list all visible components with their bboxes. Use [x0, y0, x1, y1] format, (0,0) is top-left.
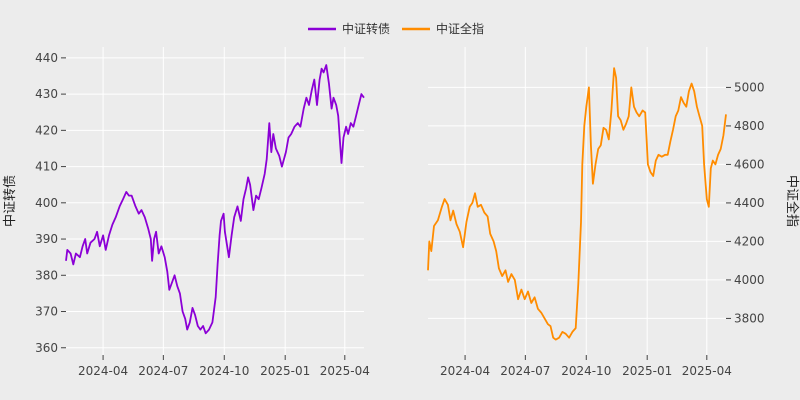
y-tick-label: 4800 [734, 119, 765, 133]
y-tick-label: 420 [35, 123, 58, 137]
series-line [427, 67, 727, 341]
x-tick-label: 2025-01 [622, 364, 672, 378]
y-tick-label: 430 [35, 87, 58, 101]
panel-left: 2024-04 2024-07 2024-10 2025-01 2025-04 360 37… [3, 47, 370, 378]
x-tick-label: 2025-01 [260, 364, 310, 378]
y-tick-label: 4200 [734, 234, 765, 248]
x-tick-label: 2024-10 [199, 364, 249, 378]
y-tick-label: 3800 [734, 311, 765, 325]
y-tick-label: 4600 [734, 157, 765, 171]
x-tick-label: 2025-04 [682, 364, 732, 378]
legend-entry: 中证转债 [342, 21, 390, 36]
y-tick-label: 360 [35, 341, 58, 355]
panel-right: 2024-04 2024-07 2024-10 2025-01 2025-04 3800 4… [427, 47, 800, 378]
x-tick-label: 2024-04 [440, 364, 490, 378]
y-tick-label: 4000 [734, 273, 765, 287]
y-axis-title: 中证转债 [3, 175, 18, 227]
series-line [65, 64, 365, 335]
x-tick-label: 2024-07 [500, 364, 550, 378]
y-tick-label: 370 [35, 305, 58, 319]
y-tick-label: 400 [35, 196, 58, 210]
legend-entry: 中证全指 [436, 21, 484, 36]
y-tick-label: 380 [35, 268, 58, 282]
y-tick-label: 390 [35, 232, 58, 246]
y-tick-label: 410 [35, 160, 58, 174]
x-tick-label: 2025-04 [320, 364, 370, 378]
legend: 中证转债 中证全指 [308, 21, 484, 36]
x-tick-label: 2024-07 [138, 364, 188, 378]
x-tick-label: 2024-04 [78, 364, 128, 378]
y-axis-title: 中证全指 [784, 175, 800, 227]
x-tick-label: 2024-10 [561, 364, 611, 378]
y-tick-label: 5000 [734, 80, 765, 94]
y-tick-label: 440 [35, 51, 58, 65]
y-tick-label: 4400 [734, 196, 765, 210]
